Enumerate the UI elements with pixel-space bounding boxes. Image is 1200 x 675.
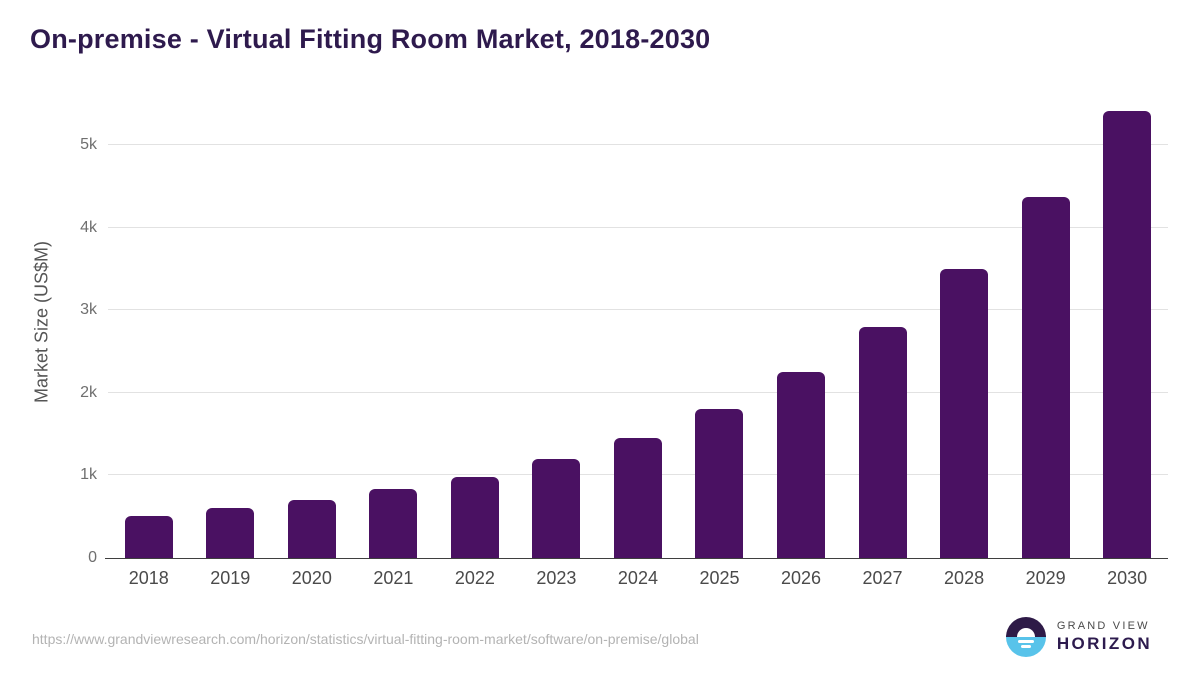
brand-logo: GRAND VIEW HORIZON [1005,617,1152,657]
logo-sun-shape [1016,628,1035,637]
y-tick-label-1k: 1k [80,466,97,484]
bar-2027[interactable] [858,326,907,558]
bar-slot-2023 [516,100,598,558]
bar-2028[interactable] [940,268,989,558]
x-tick-label-2028: 2028 [944,568,985,588]
bar-2025[interactable] [695,409,744,558]
bar-slot-2020 [271,100,353,558]
gridline-4k [108,226,1168,228]
bar-2024[interactable] [613,438,662,558]
x-tick-label-2022: 2022 [454,568,495,588]
bar-2023[interactable] [532,459,581,558]
bar-slot-2021 [353,100,435,558]
bar-slot-2024 [597,100,679,558]
x-tick-label-2024: 2024 [617,568,658,588]
gridline-2k [108,391,1168,393]
logo-text: GRAND VIEW HORIZON [1057,620,1152,654]
bar-slot-2029 [1005,100,1087,558]
x-tick-label-2019: 2019 [210,568,251,588]
x-tick-label-2027: 2027 [862,568,903,588]
y-tick-label-0: 0 [88,549,97,566]
y-tick-label-2k: 2k [80,383,97,401]
brand-name-top: GRAND VIEW [1056,620,1150,632]
bar-slot-2025 [679,100,761,558]
bar-2030[interactable] [1103,111,1152,558]
y-tick-label-3k: 3k [80,301,97,319]
logo-reflection-line [1020,645,1031,648]
bar-2020[interactable] [287,499,336,558]
x-tick-label-2030: 2030 [1107,568,1148,588]
bar-slot-2028 [923,100,1005,558]
bar-2021[interactable] [369,489,418,558]
bar-2026[interactable] [777,372,826,558]
y-tick-label-5k: 5k [80,136,97,153]
bar-slot-2022 [434,100,516,558]
bar-slot-2018 [108,100,190,558]
source-url: https://www.grandviewresearch.com/horizo… [32,631,699,647]
bar-slot-2019 [190,100,272,558]
x-tick-label-2029: 2029 [1025,568,1066,588]
bar-slot-2026 [760,100,842,558]
gridline-3k [108,309,1168,311]
x-tick-label-2026: 2026 [780,568,822,588]
x-tick-label-2018: 2018 [128,568,169,588]
bar-2022[interactable] [450,476,499,558]
brand-name-bottom: HORIZON [1056,634,1152,653]
y-axis-title: Market Size (US$M) [31,240,52,404]
x-tick-label-2023: 2023 [536,568,577,588]
bar-2018[interactable] [124,515,173,558]
x-tick-label-2025: 2025 [699,568,740,588]
x-axis-labels: 2018 2019 2020 2021 2022 2023 2024 2025 2026 2027… [108,568,1168,589]
chart-title: On-premise - Virtual Fitting Room Market… [30,24,711,54]
x-tick-label-2020: 2020 [291,568,332,588]
bar-2019[interactable] [206,507,255,558]
bar-slot-2030 [1086,100,1168,558]
bar-slot-2027 [842,100,924,558]
logo-reflection-line [1017,640,1034,643]
bars-row [108,100,1168,558]
x-axis-line [105,558,1168,559]
bar-2029[interactable] [1021,197,1070,558]
gridline-5k [108,144,1168,145]
plot-area [105,100,1168,559]
horizon-sun-icon [1005,617,1046,657]
x-tick-label-2021: 2021 [373,568,414,588]
y-tick-label-4k: 4k [80,218,97,236]
